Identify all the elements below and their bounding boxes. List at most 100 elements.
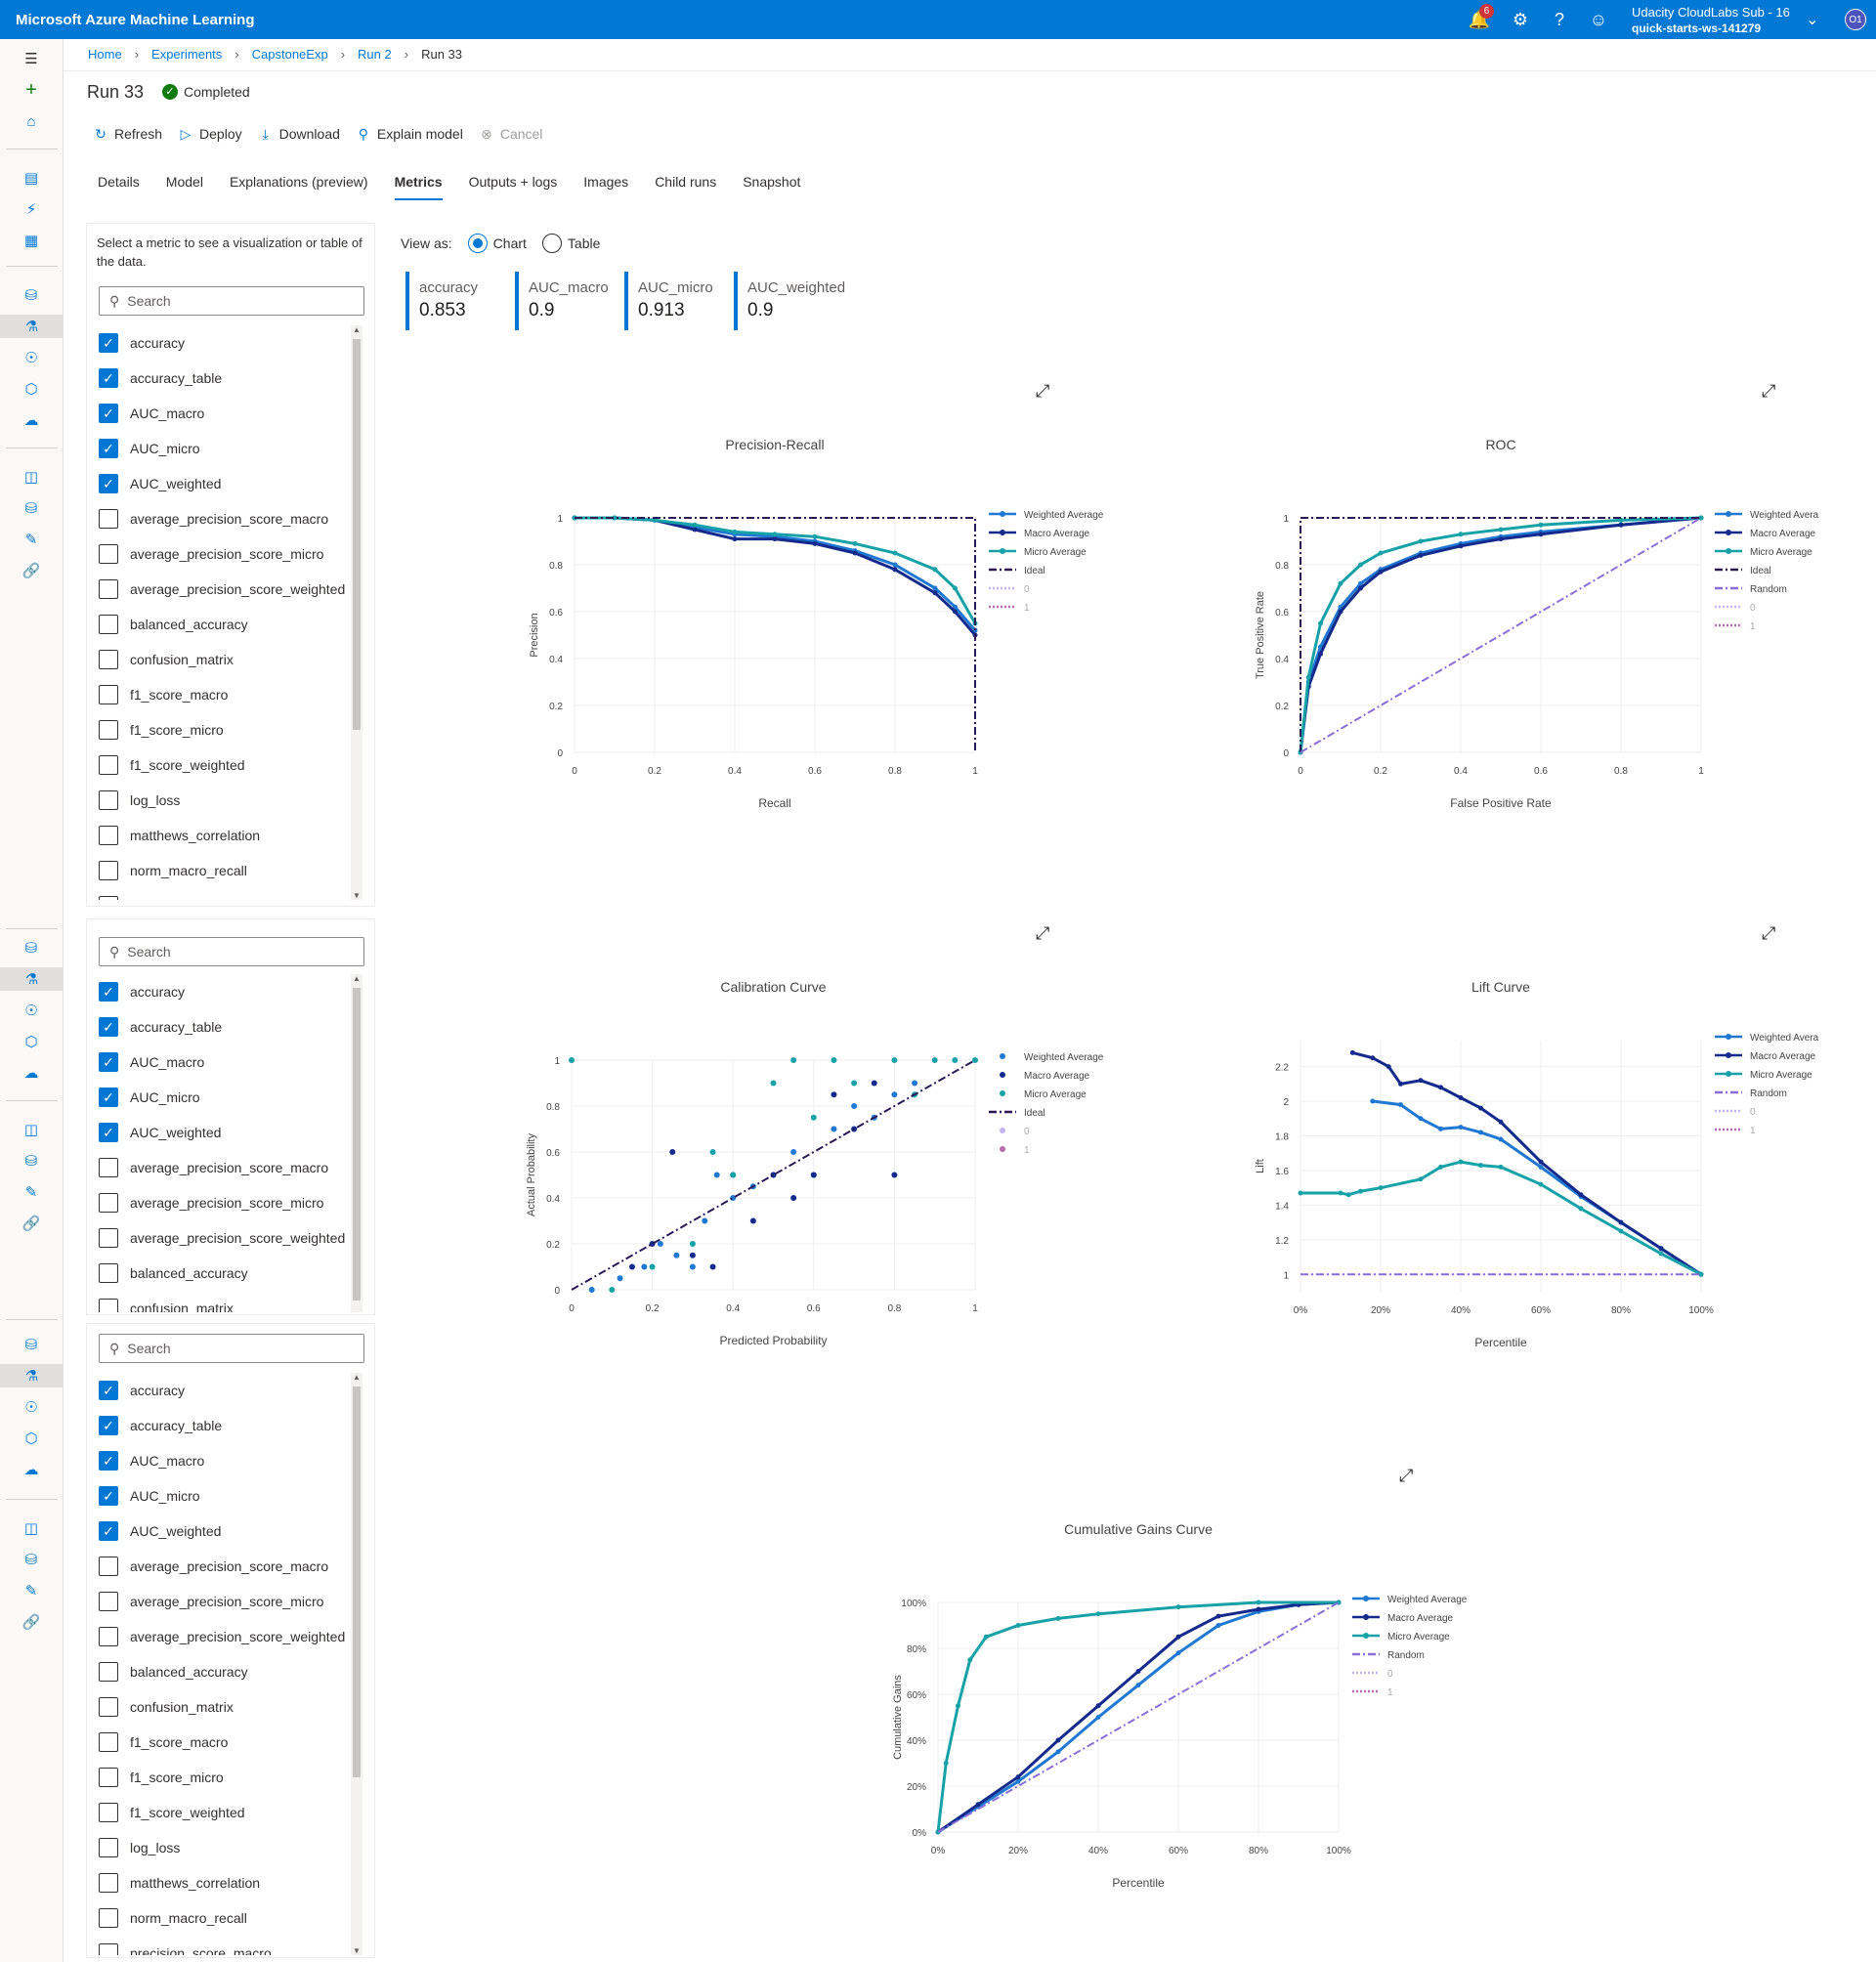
metric-checkbox[interactable]	[99, 1662, 118, 1682]
legend-item[interactable]: Micro Average	[989, 547, 1087, 558]
metric-checkbox[interactable]: ✓	[99, 1381, 118, 1400]
scrollbar[interactable]: ▲ ▼	[351, 1373, 362, 1955]
legend-item[interactable]: 0	[989, 584, 1030, 595]
deploy-button[interactable]: ▷ Deploy	[178, 123, 242, 145]
metric-checkbox[interactable]	[99, 1193, 118, 1213]
metric-checkbox[interactable]	[99, 579, 118, 599]
experiments-icon[interactable]: ⚗	[0, 967, 64, 991]
metric-checkbox[interactable]: ✓	[99, 404, 118, 423]
scroll-down-icon[interactable]: ▼	[353, 891, 361, 900]
endpoints-icon[interactable]: ☁	[23, 1462, 39, 1478]
scrollbar[interactable]: ▲	[351, 974, 362, 1312]
legend-item[interactable]: Macro Average	[1352, 1613, 1454, 1624]
download-button[interactable]: ⤓ Download	[258, 123, 340, 145]
legend-item[interactable]: Ideal	[989, 566, 1045, 576]
metric-checkbox[interactable]: ✓	[99, 1123, 118, 1142]
linked-services-icon[interactable]: 🔗	[21, 1614, 41, 1631]
legend-item[interactable]: 0	[1715, 1107, 1756, 1118]
metric-checkbox[interactable]: ✓	[99, 1486, 118, 1506]
metric-checkbox[interactable]	[99, 720, 118, 740]
datastores-icon[interactable]: ⛁	[24, 1552, 38, 1568]
metric-checkbox[interactable]: ✓	[99, 439, 118, 458]
breadcrumb-experiment[interactable]: CapstoneExp	[251, 47, 328, 62]
pipelines-icon[interactable]: ☉	[24, 350, 38, 366]
explain-model-button[interactable]: ⚲ Explain model	[356, 123, 463, 145]
legend-item[interactable]: 0	[1000, 1127, 1030, 1137]
labeling-icon[interactable]: ✎	[24, 532, 38, 548]
legend-item[interactable]: 0	[1352, 1669, 1393, 1680]
legend-item[interactable]: Random	[1352, 1650, 1425, 1661]
list-item[interactable]: f1_score_micro	[99, 712, 359, 747]
list-item[interactable]: f1_score_macro	[99, 1725, 359, 1760]
legend-item[interactable]: Random	[1715, 1088, 1787, 1099]
legend-item[interactable]: Macro Average	[989, 529, 1090, 539]
metric-checkbox[interactable]	[99, 1803, 118, 1822]
tab-metrics[interactable]: Metrics	[394, 174, 443, 200]
designer-icon[interactable]: ▦	[23, 233, 39, 249]
list-item[interactable]: confusion_matrix	[99, 1689, 359, 1725]
legend-item[interactable]: Micro Average	[1715, 1070, 1812, 1081]
models-icon[interactable]: ⬡	[24, 1034, 38, 1050]
list-item[interactable]: average_precision_score_weighted	[99, 572, 359, 607]
legend-item[interactable]: 1	[1715, 1126, 1756, 1136]
compute-icon[interactable]: ◫	[23, 1122, 39, 1138]
expand-icon[interactable]: ⤢	[1036, 923, 1050, 943]
legend-item[interactable]: Weighted Avera	[1715, 510, 1819, 521]
list-item[interactable]: precision_score_macro	[99, 1936, 359, 1955]
list-item[interactable]: average_precision_score_micro	[99, 1584, 359, 1619]
experiments-icon[interactable]: ⚗	[0, 315, 64, 338]
list-item[interactable]: precision_score_macro	[99, 888, 359, 900]
datastores-icon[interactable]: ⛁	[24, 500, 38, 517]
legend-item[interactable]: Weighted Average	[1000, 1052, 1104, 1063]
scroll-up-icon[interactable]: ▲	[353, 325, 361, 334]
metric-checkbox[interactable]	[99, 1838, 118, 1857]
list-item[interactable]: ✓ AUC_macro	[99, 1045, 359, 1080]
legend-item[interactable]: Ideal	[989, 1108, 1045, 1119]
list-item[interactable]: f1_score_weighted	[99, 747, 359, 783]
legend-item[interactable]: 1	[1352, 1687, 1393, 1698]
list-item[interactable]: norm_macro_recall	[99, 853, 359, 888]
list-item[interactable]: f1_score_macro	[99, 677, 359, 712]
tab-explanations[interactable]: Explanations (preview)	[229, 174, 368, 190]
radio-table[interactable]	[541, 234, 562, 253]
legend-item[interactable]: Macro Average	[1000, 1071, 1090, 1082]
list-item[interactable]: average_precision_score_micro	[99, 1185, 359, 1220]
endpoints-icon[interactable]: ☁	[23, 1065, 39, 1082]
endpoints-icon[interactable]: ☁	[23, 412, 39, 429]
list-item[interactable]: confusion_matrix	[99, 642, 359, 677]
expand-icon[interactable]: ⤢	[1762, 923, 1776, 943]
metric-checkbox[interactable]: ✓	[99, 1416, 118, 1435]
metric-checkbox[interactable]	[99, 685, 118, 704]
metric-checkbox[interactable]	[99, 1627, 118, 1646]
tab-snapshot[interactable]: Snapshot	[743, 174, 801, 190]
list-item[interactable]: average_precision_score_weighted	[99, 1619, 359, 1654]
list-item[interactable]: average_precision_score_macro	[99, 1150, 359, 1185]
pipelines-icon[interactable]: ☉	[24, 1399, 38, 1416]
list-item[interactable]: average_precision_score_weighted	[99, 1220, 359, 1256]
legend-item[interactable]: Weighted Average	[1352, 1595, 1468, 1605]
metric-checkbox[interactable]	[99, 861, 118, 880]
linked-services-icon[interactable]: 🔗	[21, 1216, 41, 1232]
legend-item[interactable]: Random	[1715, 584, 1787, 595]
radio-chart-label[interactable]: Chart	[492, 235, 527, 251]
metric-checkbox[interactable]	[99, 544, 118, 564]
expand-icon[interactable]: ⤢	[1036, 381, 1050, 401]
radio-chart[interactable]	[467, 234, 488, 253]
metric-checkbox[interactable]	[99, 1908, 118, 1928]
help-icon[interactable]: ?	[1554, 9, 1564, 29]
metric-checkbox[interactable]: ✓	[99, 1052, 118, 1072]
list-item[interactable]: ✓ AUC_weighted	[99, 466, 359, 501]
scroll-thumb[interactable]	[353, 339, 361, 730]
compute-icon[interactable]: ◫	[23, 1520, 39, 1537]
labeling-icon[interactable]: ✎	[24, 1184, 38, 1201]
metric-checkbox[interactable]: ✓	[99, 1521, 118, 1541]
metric-checkbox[interactable]: ✓	[99, 1088, 118, 1107]
breadcrumb-home[interactable]: Home	[88, 47, 122, 62]
avatar[interactable]: O1	[1845, 9, 1866, 30]
list-item[interactable]: balanced_accuracy	[99, 607, 359, 642]
smiley-icon[interactable]: ☺	[1589, 9, 1608, 29]
metric-checkbox[interactable]	[99, 1592, 118, 1611]
search-input[interactable]: ⚲ Search	[99, 1334, 364, 1363]
metric-checkbox[interactable]: ✓	[99, 474, 118, 493]
models-icon[interactable]: ⬡	[24, 1430, 38, 1447]
